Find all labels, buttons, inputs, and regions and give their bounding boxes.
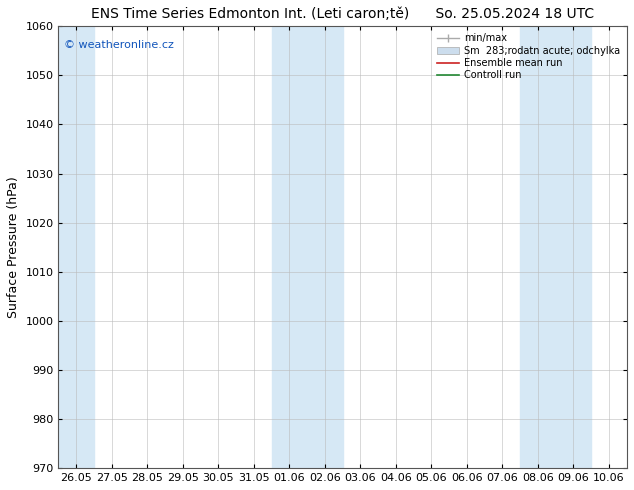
Title: ENS Time Series Edmonton Int. (Leti caron;tě)      So. 25.05.2024 18 UTC: ENS Time Series Edmonton Int. (Leti caro… <box>91 7 594 21</box>
Bar <box>58 26 94 468</box>
Bar <box>271 26 342 468</box>
Text: © weatheronline.cz: © weatheronline.cz <box>64 40 174 49</box>
Bar <box>520 26 591 468</box>
Legend: min/max, Sm  283;rodatn acute; odchylka, Ensemble mean run, Controll run: min/max, Sm 283;rodatn acute; odchylka, … <box>436 31 622 82</box>
Y-axis label: Surface Pressure (hPa): Surface Pressure (hPa) <box>7 176 20 318</box>
